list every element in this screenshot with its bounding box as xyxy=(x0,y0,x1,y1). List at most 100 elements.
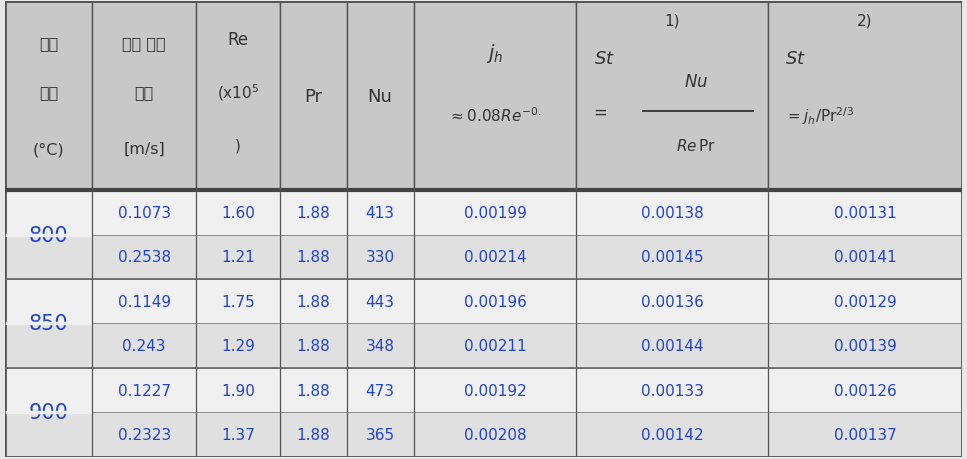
Bar xyxy=(346,368,414,412)
Text: 1.90: 1.90 xyxy=(221,383,255,398)
Bar xyxy=(92,368,196,412)
Bar xyxy=(768,368,962,412)
Text: 0.00196: 0.00196 xyxy=(463,294,526,309)
Text: 운전: 운전 xyxy=(39,36,58,51)
Bar xyxy=(279,235,346,280)
Bar xyxy=(92,235,196,280)
Bar xyxy=(768,191,962,235)
Text: 온도: 온도 xyxy=(39,85,58,101)
Text: Nu: Nu xyxy=(367,88,393,106)
Text: 0.1073: 0.1073 xyxy=(118,206,171,220)
Text: 0.00139: 0.00139 xyxy=(834,338,896,353)
Text: $Nu$: $Nu$ xyxy=(684,73,708,90)
Bar xyxy=(5,280,92,324)
Text: 1.88: 1.88 xyxy=(296,294,330,309)
Text: $Re\,\mathrm{Pr}$: $Re\,\mathrm{Pr}$ xyxy=(676,138,716,154)
Text: 800: 800 xyxy=(29,225,69,245)
Text: $= j_h/\mathrm{Pr}^{2/3}$: $= j_h/\mathrm{Pr}^{2/3}$ xyxy=(785,105,854,126)
Bar xyxy=(576,280,768,324)
Text: 속도: 속도 xyxy=(134,85,154,101)
Text: 0.00208: 0.00208 xyxy=(463,427,526,442)
Bar xyxy=(92,2,196,191)
Text: 413: 413 xyxy=(366,206,395,220)
Text: 1.88: 1.88 xyxy=(296,383,330,398)
Bar xyxy=(346,235,414,280)
Bar xyxy=(414,324,576,368)
Text: 0.00133: 0.00133 xyxy=(641,383,704,398)
Bar xyxy=(346,280,414,324)
Text: 330: 330 xyxy=(366,250,395,265)
Bar xyxy=(414,191,576,235)
Bar xyxy=(5,324,92,368)
Text: 0.00129: 0.00129 xyxy=(834,294,896,309)
Bar xyxy=(196,2,279,191)
Bar xyxy=(576,412,768,457)
Text: 0.00214: 0.00214 xyxy=(463,250,526,265)
Text: $\approx 0.08Re^{-0.}$: $\approx 0.08Re^{-0.}$ xyxy=(449,106,542,125)
Text: 0.00137: 0.00137 xyxy=(834,427,896,442)
Bar xyxy=(92,191,196,235)
Text: 365: 365 xyxy=(366,427,395,442)
Bar xyxy=(768,324,962,368)
Text: 0.00131: 0.00131 xyxy=(834,206,896,220)
Text: 1.37: 1.37 xyxy=(221,427,255,442)
Bar xyxy=(346,324,414,368)
Text: 1.88: 1.88 xyxy=(296,206,330,220)
Text: 1.75: 1.75 xyxy=(221,294,255,309)
Text: 0.00141: 0.00141 xyxy=(834,250,896,265)
Bar xyxy=(279,368,346,412)
Bar xyxy=(196,280,279,324)
Text: 1.88: 1.88 xyxy=(296,250,330,265)
Bar xyxy=(92,280,196,324)
Text: 1): 1) xyxy=(664,14,680,28)
Bar xyxy=(5,191,92,235)
Bar xyxy=(92,412,196,457)
Text: 노즐 유체: 노즐 유체 xyxy=(122,36,166,51)
Text: (°C): (°C) xyxy=(33,142,64,157)
Bar xyxy=(279,2,346,191)
Text: 348: 348 xyxy=(366,338,395,353)
Text: 0.1227: 0.1227 xyxy=(118,383,170,398)
Bar xyxy=(576,191,768,235)
Bar xyxy=(196,235,279,280)
Bar xyxy=(414,235,576,280)
Bar xyxy=(576,2,768,191)
Bar xyxy=(92,324,196,368)
Bar xyxy=(196,191,279,235)
Text: $St$: $St$ xyxy=(594,50,615,68)
Bar xyxy=(5,368,92,412)
Bar xyxy=(414,280,576,324)
Text: 0.2538: 0.2538 xyxy=(118,250,171,265)
Text: 1.60: 1.60 xyxy=(221,206,255,220)
Bar xyxy=(5,2,92,191)
Bar xyxy=(768,412,962,457)
Text: (x10$^5$: (x10$^5$ xyxy=(217,83,259,103)
Text: 0.00144: 0.00144 xyxy=(641,338,703,353)
Text: $=$: $=$ xyxy=(590,103,607,121)
Text: 1.29: 1.29 xyxy=(221,338,255,353)
Bar xyxy=(279,191,346,235)
Bar xyxy=(768,2,962,191)
Text: [m/s]: [m/s] xyxy=(123,142,165,157)
Bar xyxy=(576,235,768,280)
Text: 0.243: 0.243 xyxy=(123,338,166,353)
Bar xyxy=(414,368,576,412)
Text: 0.00211: 0.00211 xyxy=(463,338,526,353)
Text: 1.88: 1.88 xyxy=(296,427,330,442)
Text: 0.2323: 0.2323 xyxy=(118,427,171,442)
Bar xyxy=(768,280,962,324)
Text: $j_h$: $j_h$ xyxy=(486,42,504,65)
Bar xyxy=(5,235,92,280)
Text: $St$: $St$ xyxy=(785,50,806,68)
Text: 0.00199: 0.00199 xyxy=(463,206,526,220)
Bar xyxy=(414,2,576,191)
Text: 850: 850 xyxy=(29,314,69,334)
Bar xyxy=(196,368,279,412)
Bar xyxy=(196,412,279,457)
Bar xyxy=(279,324,346,368)
Text: 0.00138: 0.00138 xyxy=(641,206,703,220)
Text: 1.21: 1.21 xyxy=(221,250,255,265)
Bar xyxy=(196,324,279,368)
Bar xyxy=(279,280,346,324)
Bar xyxy=(576,368,768,412)
